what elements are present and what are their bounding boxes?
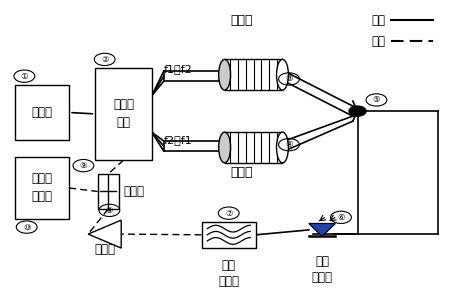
Ellipse shape	[219, 59, 230, 90]
Text: ⑨: ⑨	[80, 161, 87, 170]
Text: 声光调
制器: 声光调 制器	[113, 98, 134, 130]
Text: ⑤: ⑤	[373, 96, 380, 104]
Ellipse shape	[219, 132, 230, 163]
Text: ⑧: ⑧	[106, 206, 113, 215]
Text: ⑦: ⑦	[225, 209, 232, 218]
Text: ①: ①	[20, 72, 28, 81]
Text: ②: ②	[101, 55, 109, 64]
Text: ④: ④	[285, 140, 293, 149]
Text: 光电
探测器: 光电 探测器	[311, 255, 333, 284]
Text: f2或f1: f2或f1	[164, 135, 192, 145]
Polygon shape	[309, 224, 335, 236]
Bar	[98, 174, 119, 209]
Text: 带通
滤波器: 带通 滤波器	[218, 259, 239, 288]
Circle shape	[349, 106, 366, 116]
Bar	[15, 157, 69, 219]
Ellipse shape	[276, 132, 288, 163]
Bar	[95, 68, 152, 160]
Text: ③: ③	[285, 74, 293, 84]
Text: 频率监
测部分: 频率监 测部分	[32, 173, 53, 203]
Ellipse shape	[276, 59, 288, 90]
Text: ⑥: ⑥	[337, 213, 345, 222]
Text: ⑩: ⑩	[23, 223, 30, 231]
Text: 参考臂: 参考臂	[230, 166, 253, 179]
Text: 敏感臂: 敏感臂	[230, 14, 253, 27]
Text: 激光器: 激光器	[32, 106, 53, 119]
Polygon shape	[88, 220, 121, 248]
Bar	[15, 85, 69, 140]
Text: f1或f2: f1或f2	[164, 64, 192, 74]
Text: 光路: 光路	[372, 14, 386, 27]
Text: 放大器: 放大器	[94, 243, 115, 256]
Text: 功分器: 功分器	[124, 185, 145, 198]
Text: 电路: 电路	[372, 35, 386, 48]
Bar	[201, 222, 256, 248]
